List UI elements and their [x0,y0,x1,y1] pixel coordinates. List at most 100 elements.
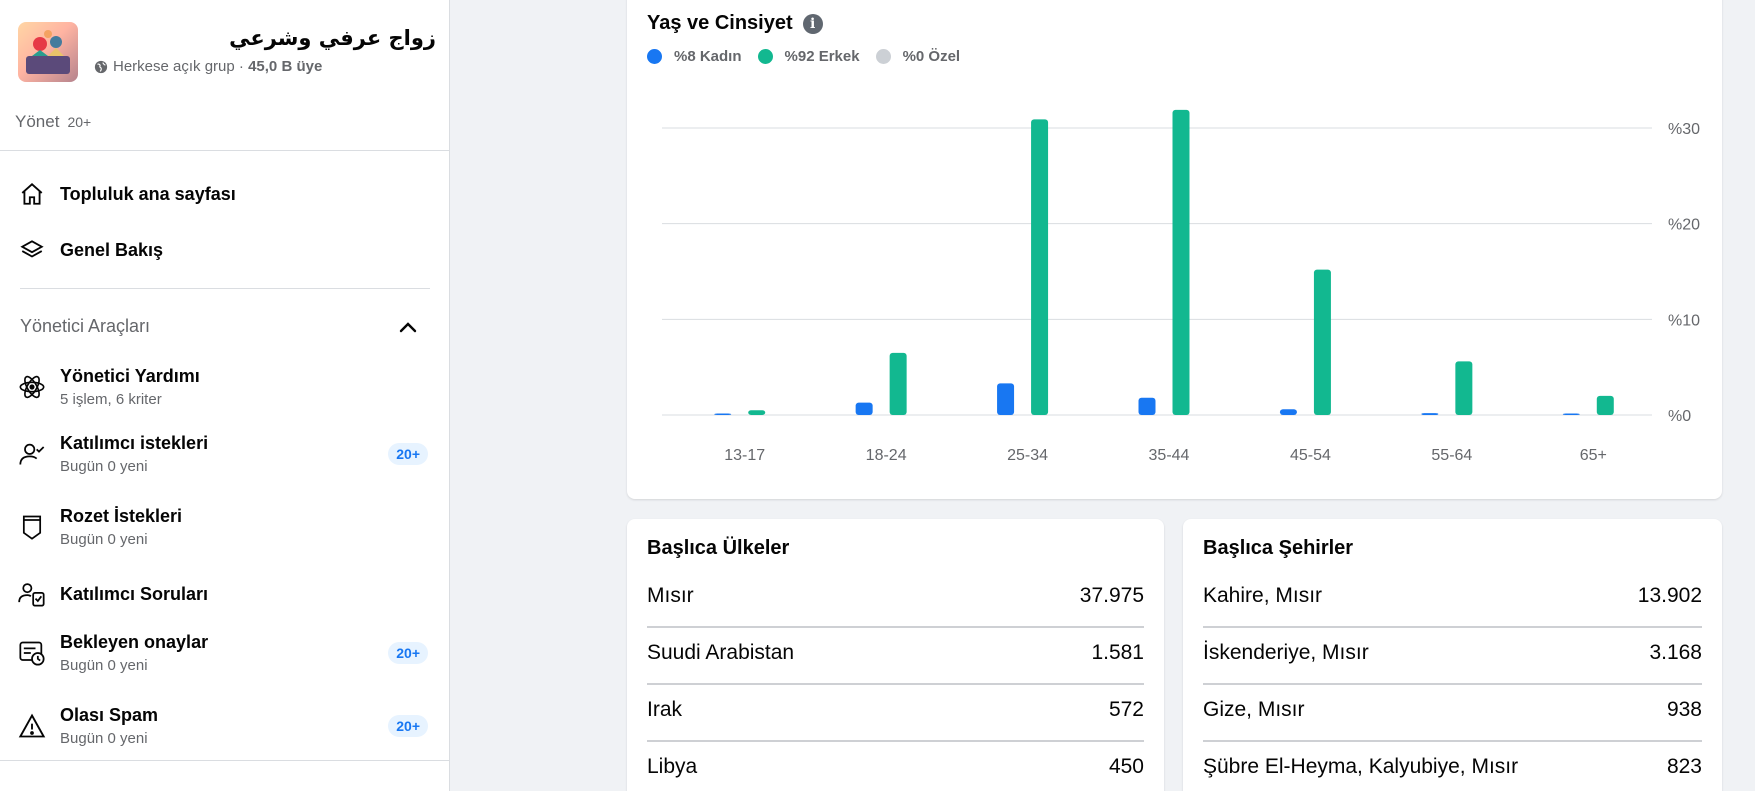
divider [0,150,449,151]
legend-label: %92 Erkek [784,48,860,65]
x-tick-label: 18-24 [866,447,907,464]
admin-item-subtitle: Bugün 0 yeni [60,657,148,674]
country-name: Libya [647,754,698,778]
list-item: Kahire, Mısır 13.902 [1203,571,1702,628]
list-item: Libya 450 [647,742,1144,791]
bar [1596,395,1614,415]
manage-label: Yönet [15,112,60,131]
sidebar: زواج عرفي وشرعي Herkese açık grup · 45,0… [0,0,450,791]
country-value: 1.581 [1091,640,1144,664]
y-tick-label: %10 [1668,312,1700,329]
bar [1172,109,1190,415]
admin-item-subtitle: Bugün 0 yeni [60,531,148,548]
admin-item-badge-requests[interactable]: Rozet İstekleri Bugün 0 yeni [18,506,432,548]
list-item: Gize, Mısır 938 [1203,685,1702,742]
admin-item-member-questions[interactable]: Katılımcı Soruları [18,580,432,608]
x-tick-label: 13-17 [724,447,765,464]
divider [0,760,449,761]
clock-document-icon [18,639,46,667]
manage-count: 20+ [67,114,92,130]
group-meta: Herkese açık grup · 45,0 B üye [94,58,322,75]
city-name: Şübre El-Heyma, Kalyubiye, Mısır [1203,754,1519,778]
y-tick-label: %20 [1668,217,1700,234]
warning-icon [18,712,46,740]
bar [714,413,732,415]
bar [1031,119,1049,415]
admin-item-title: Rozet İstekleri [60,506,183,526]
bar [855,402,873,415]
bar [1313,269,1331,415]
admin-tools-header[interactable]: Yönetici Araçları [20,316,420,340]
age-gender-chart: %0 %10 %20 %30 13-17 18-24 25-34 35-44 45-54 55-6… [662,109,1700,464]
legend-dot [757,49,773,64]
admin-item-admin-assist[interactable]: Yönetici Yardımı 5 işlem, 6 kriter [18,366,432,408]
country-value: 450 [1108,754,1144,778]
bar [1421,413,1439,415]
city-value: 823 [1666,754,1702,778]
chart-title: Yaş ve Cinsiyet [647,12,793,34]
info-icon[interactable]: i [802,13,823,34]
nav-community-home[interactable]: Topluluk ana sayfası [18,180,432,208]
group-header[interactable]: زواج عرفي وشرعي Herkese açık grup · 45,0… [18,22,436,84]
legend-item-male[interactable]: %92 Erkek [757,48,860,65]
bar [1562,413,1580,415]
top-cities-list: Kahire, Mısır 13.902 İskenderiye, Mısır … [1203,571,1702,791]
group-avatar[interactable] [18,22,78,82]
atom-icon [18,373,46,401]
chart-legend: %8 Kadın %92 Erkek %0 Özel [647,48,960,65]
admin-tools-title: Yönetici Araçları [20,316,151,336]
count-badge: 20+ [388,642,428,664]
legend-item-female[interactable]: %8 Kadın [647,48,742,65]
list-item: Şübre El-Heyma, Kalyubiye, Mısır 823 [1203,742,1702,791]
admin-item-subtitle: Bugün 0 yeni [60,458,148,475]
chevron-up-icon[interactable] [396,316,420,340]
group-name[interactable]: زواج عرفي وشرعي [229,26,436,50]
nav-community-home-label: Topluluk ana sayfası [60,183,236,204]
admin-item-title: Bekleyen onaylar [60,632,209,652]
admin-item-member-requests[interactable]: Katılımcı istekleri Bugün 0 yeni 20+ [18,433,432,475]
x-tick-label: 55-64 [1431,447,1472,464]
x-tick-label: 45-54 [1290,447,1331,464]
list-item: Irak 572 [647,685,1144,742]
city-value: 13.902 [1637,583,1702,607]
top-cities-card: Başlıca Şehirler Kahire, Mısır 13.902 İs… [1183,519,1722,791]
top-countries-card: Başlıca Ülkeler Mısır 37.975 Suudi Arabi… [627,519,1164,791]
admin-item-potential-spam[interactable]: Olası Spam Bugün 0 yeni 20+ [18,705,432,747]
legend-label: %8 Kadın [674,48,742,65]
top-countries-title: Başlıca Ülkeler [647,537,790,559]
country-name: Mısır [647,583,694,607]
manage-row[interactable]: Yönet 20+ [15,112,91,132]
city-value: 938 [1666,697,1702,721]
list-item: İskenderiye, Mısır 3.168 [1203,628,1702,685]
nav-overview[interactable]: Genel Bakış [18,236,432,264]
bar [748,410,766,415]
age-gender-card: Yaş ve Cinsiyet i %8 Kadın %92 Erkek %0 … [627,0,1722,499]
admin-item-subtitle: Bugün 0 yeni [60,730,148,747]
person-form-icon [18,580,46,608]
admin-item-title: Yönetici Yardımı [60,366,200,386]
list-item: Suudi Arabistan 1.581 [647,628,1144,685]
bar [1455,361,1473,415]
city-name: Kahire, Mısır [1203,583,1323,607]
count-badge: 20+ [388,443,428,465]
x-tick-label: 35-44 [1149,447,1190,464]
top-countries-list: Mısır 37.975 Suudi Arabistan 1.581 Irak … [647,571,1144,791]
legend-item-private[interactable]: %0 Özel [875,48,961,65]
admin-item-pending-approvals[interactable]: Bekleyen onaylar Bugün 0 yeni 20+ [18,632,432,674]
legend-dot [647,49,662,64]
y-tick-label: %0 [1668,408,1691,425]
count-badge: 20+ [388,715,428,737]
x-tick-label: 25-34 [1007,447,1048,464]
meta-separator: · [234,58,249,75]
globe-icon [94,60,108,73]
admin-item-title: Katılımcı Soruları [60,583,209,604]
country-name: Irak [647,697,683,721]
city-name: Gize, Mısır [1203,697,1305,721]
admin-item-subtitle: 5 işlem, 6 kriter [60,391,162,408]
group-members: 45,0 B üye [248,58,323,75]
admin-item-title: Olası Spam [60,705,159,725]
layers-icon [18,236,46,264]
legend-label: %0 Özel [902,48,961,65]
list-item: Mısır 37.975 [647,571,1144,628]
divider [20,288,430,289]
